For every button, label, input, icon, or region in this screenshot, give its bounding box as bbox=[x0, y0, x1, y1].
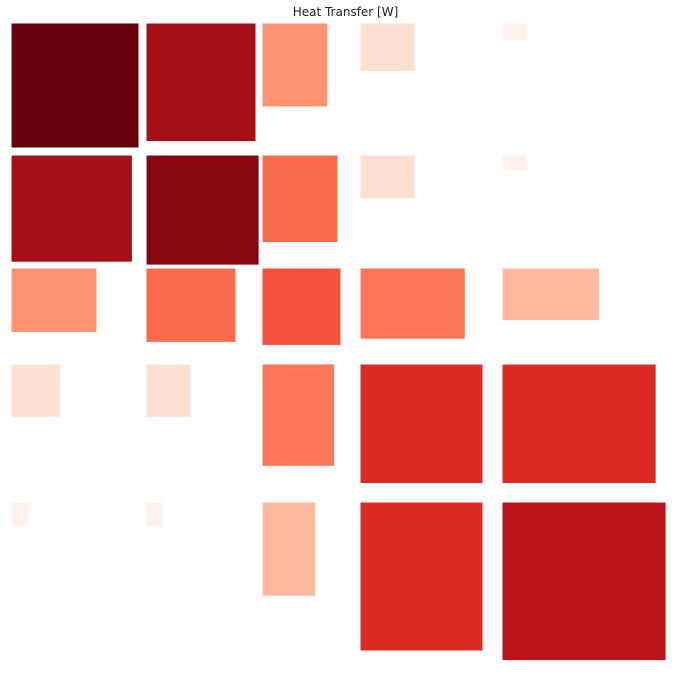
heatmap-cell-r3-c4 bbox=[359, 267, 466, 340]
heatmap-cell-r1-c4 bbox=[359, 22, 416, 72]
heatmap-cell-r5-c5 bbox=[501, 501, 667, 662]
heatmap-cell-r5-c2 bbox=[145, 501, 163, 527]
heatmap-cell-r4-c5 bbox=[501, 363, 657, 484]
heatmap-cell-r5-c4 bbox=[359, 501, 484, 652]
heatmap-cell-r2-c3 bbox=[261, 154, 339, 243]
heatmap-cell-r1-c5 bbox=[501, 22, 528, 42]
heatmap-cell-r2-c1 bbox=[10, 154, 133, 263]
heatmap-cell-r5-c1 bbox=[10, 501, 30, 527]
heatmap-cell-r2-c2 bbox=[145, 154, 260, 266]
heatmap-cell-r1-c2 bbox=[145, 22, 257, 143]
heatmap-cell-r3-c3 bbox=[261, 267, 342, 346]
heatmap-cell-r3-c2 bbox=[145, 267, 237, 343]
heatmap-cell-r1-c3 bbox=[261, 22, 329, 108]
heatmap-cell-r1-c1 bbox=[10, 22, 140, 149]
chart-title: Heat Transfer [W] bbox=[292, 5, 399, 19]
heatmap-cell-r3-c1 bbox=[10, 267, 98, 333]
heatmap-cell-r4-c2 bbox=[145, 363, 192, 418]
heatmap-cell-r2-c4 bbox=[359, 154, 416, 200]
heatmap-cell-r3-c5 bbox=[501, 267, 600, 322]
heatmap-cell-r2-c5 bbox=[501, 154, 528, 172]
heatmap-cell-r5-c3 bbox=[261, 501, 317, 597]
heatmap-cell-r4-c1 bbox=[10, 363, 62, 418]
heatmap-cell-r4-c3 bbox=[261, 363, 336, 467]
heatmap-cell-r4-c4 bbox=[359, 363, 484, 484]
